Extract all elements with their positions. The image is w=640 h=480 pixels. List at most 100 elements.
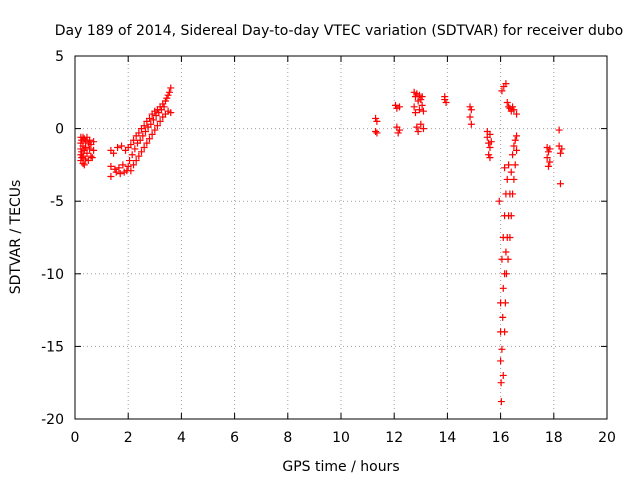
- data-point: [499, 313, 507, 321]
- data-point: [410, 103, 418, 111]
- data-point: [510, 106, 518, 114]
- data-point: [138, 148, 145, 156]
- data-point: [131, 145, 139, 153]
- data-point: [418, 93, 426, 101]
- y-tick-label: -5: [50, 194, 64, 210]
- data-point: [90, 138, 98, 146]
- data-point: [507, 168, 515, 176]
- data-point: [556, 180, 564, 188]
- data-point: [414, 128, 422, 136]
- data-point: [88, 154, 96, 162]
- data-point: [497, 357, 505, 365]
- data-point: [502, 270, 510, 278]
- data-point: [119, 161, 127, 169]
- data-point: [499, 284, 507, 292]
- data-point: [80, 161, 88, 169]
- data-point: [513, 146, 521, 154]
- x-tick-labels: 0 2 4 6 8 10 12 14 16 18 20: [71, 430, 616, 446]
- data-point: [486, 130, 494, 138]
- data-point: [160, 103, 168, 111]
- data-point: [510, 175, 518, 183]
- data-point: [497, 398, 505, 406]
- data-point: [501, 299, 509, 307]
- data-point: [396, 126, 404, 134]
- data-point: [486, 143, 494, 151]
- data-point: [466, 113, 474, 121]
- y-tick-label: -10: [41, 267, 64, 283]
- data-point: [558, 145, 566, 153]
- data-point: [165, 88, 173, 96]
- data-point: [546, 145, 554, 153]
- data-point: [486, 154, 494, 162]
- data-point: [510, 142, 518, 150]
- data-point: [90, 146, 98, 154]
- data-point: [501, 328, 509, 336]
- data-point: [373, 117, 381, 125]
- data-point: [130, 136, 138, 144]
- data-point: [136, 136, 144, 144]
- x-tick-label: 4: [177, 430, 186, 446]
- data-point: [135, 129, 143, 137]
- data-point: [147, 120, 155, 128]
- x-tick-label: 8: [283, 430, 292, 446]
- data-point: [139, 132, 147, 140]
- data-point: [83, 149, 91, 157]
- data-point: [411, 109, 419, 117]
- x-tick-label: 0: [71, 430, 80, 446]
- data-point: [467, 106, 475, 114]
- data-point: [107, 162, 115, 170]
- y-tick-label: 5: [55, 49, 64, 65]
- data-point: [501, 164, 509, 172]
- data-point: [499, 371, 507, 379]
- data-point: [417, 120, 425, 128]
- data-point: [156, 117, 164, 125]
- chart-title: Day 189 of 2014, Sidereal Day-to-day VTE…: [55, 23, 623, 39]
- data-point: [116, 170, 124, 178]
- data-point: [507, 212, 515, 220]
- data-point: [555, 126, 563, 134]
- data-point: [373, 129, 381, 137]
- data-point: [128, 151, 136, 159]
- x-tick-label: 2: [124, 430, 133, 446]
- data-point: [167, 84, 175, 92]
- data-point: [546, 158, 554, 166]
- data-point: [78, 154, 86, 162]
- data-point: [487, 138, 495, 146]
- data-point: [79, 159, 87, 167]
- data-point: [118, 142, 126, 150]
- data-point: [124, 162, 132, 170]
- data-point: [130, 161, 138, 169]
- y-tick-label: -20: [41, 412, 64, 428]
- data-point: [503, 175, 511, 183]
- data-point: [151, 126, 159, 134]
- data-point: [511, 161, 519, 169]
- data-point: [513, 110, 521, 118]
- data-point: [153, 122, 161, 130]
- data-point: [511, 136, 519, 144]
- data-point: [84, 157, 92, 165]
- data-point: [114, 143, 122, 151]
- data-point: [498, 255, 506, 263]
- data-point: [135, 152, 143, 160]
- data-point: [415, 106, 423, 114]
- data-point: [86, 136, 94, 144]
- y-tick-labels: 5 0 -5 -10 -15 -20: [41, 49, 64, 428]
- data-point: [543, 154, 551, 162]
- data-point: [556, 149, 564, 157]
- data-point: [140, 122, 148, 130]
- data-point: [110, 149, 118, 157]
- data-point: [544, 162, 552, 170]
- grid-lines: [75, 56, 607, 419]
- data-point: [509, 190, 517, 198]
- y-tick-label: -15: [41, 339, 64, 355]
- data-point: [145, 114, 153, 122]
- x-tick-label: 20: [598, 430, 616, 446]
- y-axis-label: SDTVAR / TECUs: [8, 180, 24, 295]
- data-point: [87, 152, 95, 160]
- data-point: [145, 135, 153, 143]
- data-point: [509, 151, 517, 159]
- data-point: [498, 345, 506, 353]
- data-point: [167, 109, 175, 117]
- data-point: [140, 143, 148, 151]
- y-tick-label: 0: [55, 122, 64, 138]
